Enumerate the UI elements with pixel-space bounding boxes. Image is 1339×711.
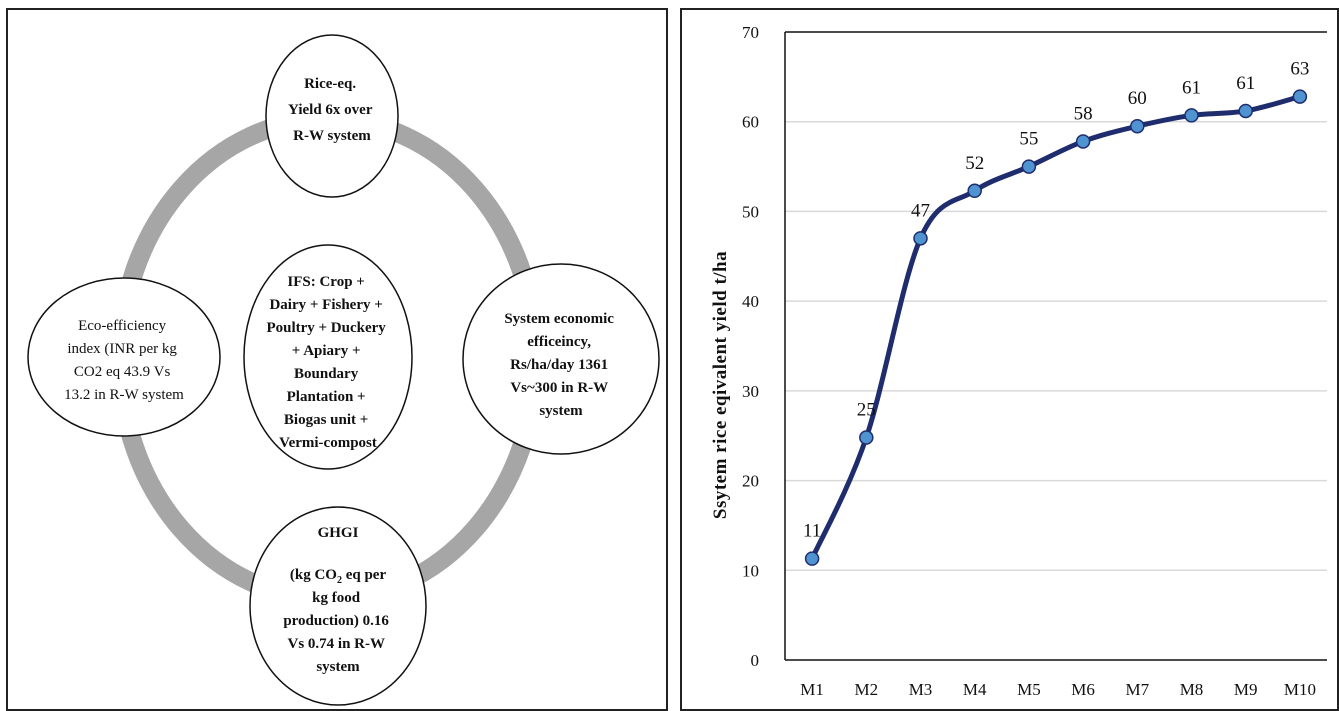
y-tick-label: 40 [742, 292, 759, 311]
node-ghgi-title: GHGI [318, 525, 359, 541]
data-point [1238, 103, 1253, 119]
data-point [967, 183, 982, 199]
data-point [1292, 89, 1308, 104]
data-label: 63 [1290, 59, 1309, 80]
data-label: 52 [965, 153, 984, 174]
node-ifs-line: Boundary [294, 366, 359, 382]
x-tick-label: M2 [854, 680, 878, 699]
y-tick-label: 60 [742, 113, 759, 132]
node-rice-yield-line: R-W system [293, 128, 371, 144]
data-labels: 11 25 47 52 55 58 60 61 61 63 [803, 59, 1309, 542]
node-rice-yield: Rice-eq. Yield 6x over R-W system [265, 34, 399, 198]
y-tick-label: 70 [742, 23, 759, 42]
axes: 0 10 20 30 40 50 60 70 M1 M2 M3 M4 M5 M6 M7 M8 M9 M10 [742, 23, 1327, 699]
node-ghgi-text-rest: kg food production) 0.16 Vs 0.74 in R-W … [283, 590, 392, 675]
node-ifs-line: IFS: Crop + [287, 274, 364, 290]
node-eco-line: CO2 eq 43.9 Vs [74, 364, 171, 380]
node-eco-line: index (INR per kg [67, 341, 177, 357]
y-tick-label: 50 [742, 202, 759, 221]
node-eco-line: 13.2 in R-W system [64, 387, 184, 403]
y-axis-label: Ssytem rice eqivalent yield t/ha [710, 251, 731, 519]
node-economic-efficiency-shape [462, 263, 660, 455]
x-tick-label: M10 [1284, 680, 1316, 699]
node-ghgi-co2-subscript: 2 [337, 575, 342, 586]
node-ghgi: GHGI (kg CO2 eq per kg food production) … [249, 506, 427, 706]
node-eco-line: Eco-efficiency [78, 318, 167, 334]
node-ifs-line: Biogas unit + [284, 412, 368, 428]
ifs-diagram: Rice-eq. Yield 6x over R-W system IFS: C… [27, 34, 660, 706]
data-markers [804, 89, 1308, 566]
node-ghgi-line: production) 0.16 [283, 613, 389, 629]
data-point [913, 231, 928, 246]
node-eco-efficiency: Eco-efficiency index (INR per kg CO2 eq … [27, 277, 221, 437]
data-point [859, 430, 874, 445]
x-tick-label: M9 [1234, 680, 1258, 699]
node-ghgi-line: system [316, 659, 360, 675]
node-ghgi-shape [249, 506, 427, 706]
node-ifs-components-shape [243, 244, 413, 470]
node-ifs-components: IFS: Crop + Dairy + Fishery + Poultry + … [243, 244, 413, 470]
node-economic-line: Vs~300 in R-W [510, 380, 608, 396]
data-label: 55 [1019, 129, 1038, 150]
data-point [1075, 134, 1091, 149]
node-ifs-components-text: IFS: Crop + Dairy + Fishery + Poultry + … [266, 274, 389, 451]
node-economic-line: Rs/ha/day 1361 [510, 357, 608, 373]
node-rice-yield-shape [265, 34, 399, 198]
data-point [1021, 159, 1037, 174]
node-ifs-line: Poultry + Duckery [266, 320, 386, 336]
data-label: 60 [1128, 88, 1147, 109]
data-label: 47 [911, 200, 930, 221]
yield-line-chart: 0 10 20 30 40 50 60 70 M1 M2 M3 M4 M5 M6 M7 M8 M9 M10 11 2… [710, 23, 1327, 699]
data-label: 25 [857, 400, 876, 421]
data-point [1130, 118, 1145, 134]
x-tick-label: M5 [1017, 680, 1041, 699]
grid-lines [785, 120, 1327, 572]
node-economic-efficiency-text: System economic efficeincy, Rs/ha/day 13… [504, 311, 617, 419]
x-tick-label: M3 [909, 680, 933, 699]
node-economic-line: system [539, 403, 583, 419]
node-economic-line: System economic [504, 311, 614, 327]
node-ghgi-line: kg food [312, 590, 361, 606]
y-tick-label: 10 [742, 561, 759, 580]
node-ghgi-line: Vs 0.74 in R-W [288, 636, 386, 652]
node-eco-efficiency-text: Eco-efficiency index (INR per kg CO2 eq … [64, 318, 184, 403]
data-label: 61 [1236, 73, 1255, 94]
y-tick-label: 0 [751, 651, 760, 670]
series-line-layer [809, 94, 1303, 562]
yield-chart-panel: 0 10 20 30 40 50 60 70 M1 M2 M3 M4 M5 M6 M7 M8 M9 M10 11 2… [680, 8, 1339, 711]
x-tick-label: M1 [800, 680, 824, 699]
node-ghgi-line-co2: (kg CO2 eq per [290, 567, 387, 586]
data-point [804, 551, 820, 566]
node-ghgi-line-co2-pre: (kg CO [290, 567, 337, 583]
x-tick-label: M4 [963, 680, 987, 699]
node-ifs-line: Vermi-compost [279, 435, 377, 451]
node-rice-yield-text: Rice-eq. Yield 6x over R-W system [288, 76, 376, 144]
x-tick-label: M8 [1180, 680, 1204, 699]
node-economic-efficiency: System economic efficeincy, Rs/ha/day 13… [462, 263, 660, 455]
data-point [1184, 108, 1199, 123]
x-tick-label: M7 [1125, 680, 1149, 699]
data-label: 11 [803, 521, 821, 542]
node-rice-yield-line: Yield 6x over [288, 102, 373, 118]
node-economic-line: efficeincy, [527, 334, 591, 350]
node-ghgi-line-co2-post: eq per [342, 567, 387, 583]
node-ghgi-text: GHGI [318, 525, 359, 541]
y-tick-label: 20 [742, 472, 759, 491]
node-ifs-line: Dairy + Fishery + [269, 297, 382, 313]
data-label: 61 [1182, 77, 1201, 98]
node-eco-efficiency-shape [27, 277, 221, 437]
node-ifs-line: + Apiary + [292, 343, 361, 359]
data-label: 58 [1074, 103, 1093, 124]
x-tick-label: M6 [1071, 680, 1095, 699]
series-line [809, 94, 1303, 562]
y-tick-label: 30 [742, 382, 759, 401]
node-ifs-line: Plantation + [287, 389, 366, 405]
ifs-diagram-panel: Rice-eq. Yield 6x over R-W system IFS: C… [6, 8, 668, 711]
node-rice-yield-line: Rice-eq. [304, 76, 356, 92]
